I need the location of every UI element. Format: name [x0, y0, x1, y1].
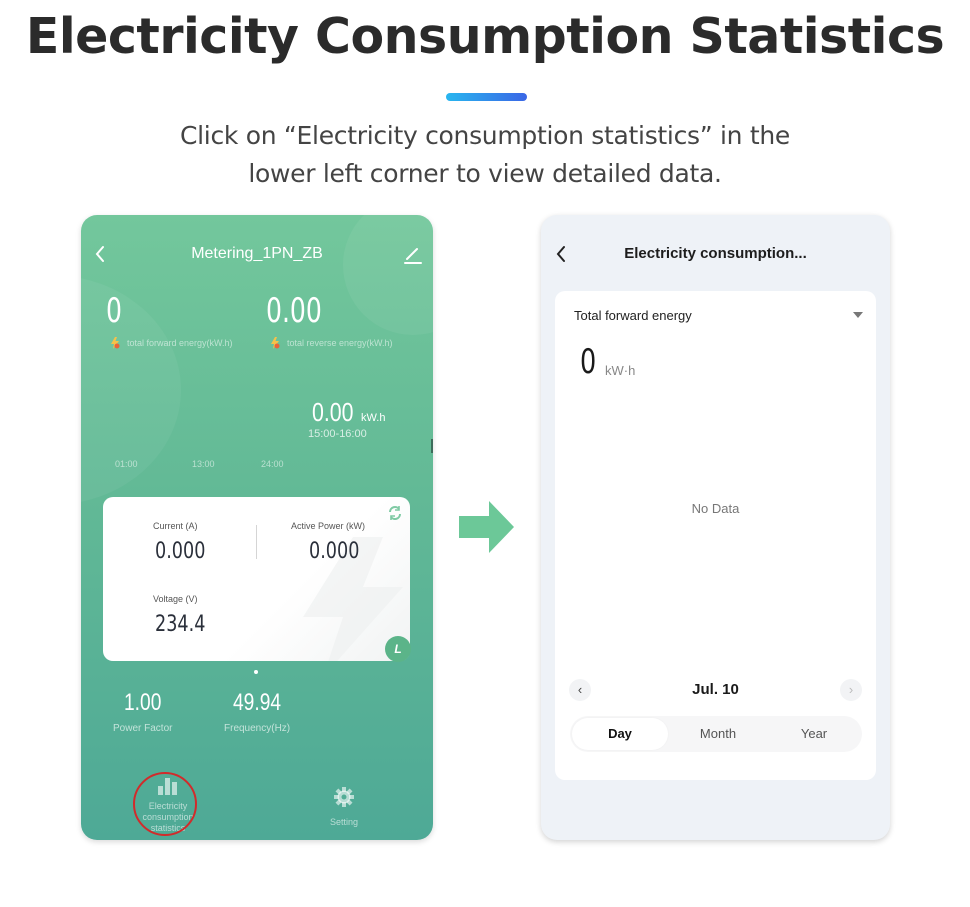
device-screen: Metering_1PN_ZB 0 total forward energy(k…: [81, 215, 433, 840]
chart-tick: 13:00: [192, 459, 215, 469]
power-factor-label: Power Factor: [113, 723, 173, 734]
metrics-card[interactable]: Current (A) 0.000 Active Power (kW) 0.00…: [103, 497, 410, 661]
energy-bolt-icon: [271, 337, 280, 349]
active-power-label: Active Power (kW): [291, 521, 366, 531]
decorative-blob: [81, 275, 181, 505]
divider: [256, 525, 257, 559]
reverse-energy-label-text: total reverse energy(kW.h): [287, 338, 393, 348]
chevron-left-icon: [556, 246, 565, 262]
energy-type-select[interactable]: Total forward energy: [574, 308, 692, 323]
reverse-energy-value: 0.00: [266, 291, 322, 331]
page-title: Electricity Consumption Statistics: [25, 8, 945, 65]
reverse-energy-label: total reverse energy(kW.h): [269, 337, 393, 349]
power-factor-value: 1.00: [124, 689, 162, 716]
energy-unit: kW·h: [605, 363, 636, 378]
energy-total-value: 0: [580, 342, 597, 382]
active-power-value: 0.000: [309, 539, 360, 564]
voltage-value: 234.4: [155, 612, 206, 637]
arrow-right-icon: [459, 501, 514, 553]
hourly-time-range: 15:00-16:00: [308, 428, 367, 440]
nav-setting-label: Setting: [329, 817, 359, 827]
energy-bolt-icon: [111, 337, 120, 349]
page-indicator-dot: [254, 670, 258, 674]
subtitle: Click on “Electricity consumption statis…: [0, 117, 970, 193]
chart-tick: 01:00: [115, 459, 138, 469]
pencil-icon: [404, 248, 422, 264]
statistics-card: Total forward energy 0 kW·h No Data ‹ Ju…: [555, 291, 876, 780]
tab-year[interactable]: Year: [800, 726, 828, 741]
gear-icon: [334, 787, 354, 807]
highlight-circle: [133, 772, 197, 836]
decorative-bolt-icon: [303, 537, 403, 661]
hourly-energy-value: 0.00: [312, 397, 354, 427]
screen-title: Electricity consumption...: [624, 245, 807, 262]
frequency-label: Frequency(Hz): [224, 723, 291, 734]
refresh-button[interactable]: [387, 505, 403, 521]
back-button[interactable]: [554, 243, 568, 265]
chart-tick: 24:00: [261, 459, 284, 469]
line-phase-badge: L: [385, 636, 411, 662]
forward-energy-value: 0: [106, 291, 122, 331]
subtitle-line-2: lower left corner to view detailed data.: [248, 159, 722, 188]
back-button[interactable]: [93, 243, 109, 267]
edit-button[interactable]: [403, 245, 423, 265]
tab-day[interactable]: Day: [572, 718, 668, 750]
subtitle-line-1: Click on “Electricity consumption statis…: [180, 121, 790, 150]
tab-month[interactable]: Month: [699, 726, 737, 741]
decorative-circle: [343, 215, 433, 335]
statistics-screen: Electricity consumption... Total forward…: [541, 215, 890, 840]
chevron-left-icon: [95, 246, 104, 262]
current-date: Jul. 10: [692, 681, 739, 698]
forward-energy-label: total forward energy(kW.h): [109, 337, 233, 349]
nav-setting[interactable]: Setting: [314, 787, 374, 828]
device-title: Metering_1PN_ZB: [191, 245, 323, 262]
next-date-button[interactable]: ›: [840, 679, 862, 701]
empty-state: No Data: [691, 501, 740, 516]
frequency-value: 49.94: [233, 689, 282, 716]
current-label: Current (A): [153, 521, 198, 531]
forward-energy-label-text: total forward energy(kW.h): [127, 338, 233, 348]
caret-down-icon[interactable]: [853, 312, 863, 318]
voltage-label: Voltage (V): [153, 594, 198, 604]
hourly-energy-unit: kW.h: [361, 412, 386, 424]
prev-date-button[interactable]: ‹: [569, 679, 591, 701]
current-value: 0.000: [155, 539, 206, 564]
scroll-indicator: [431, 439, 433, 453]
refresh-icon: [389, 506, 401, 520]
period-segmented-control: Day Month Year: [570, 716, 862, 752]
title-accent-bar: [446, 93, 527, 101]
